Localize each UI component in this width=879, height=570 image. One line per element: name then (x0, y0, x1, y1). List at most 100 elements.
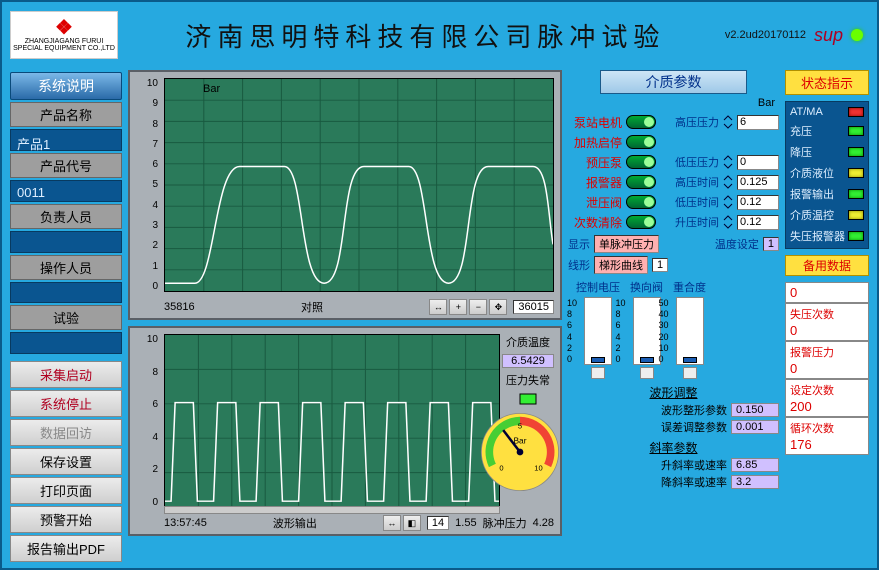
toggle-value[interactable]: 0.125 (737, 175, 779, 190)
chart-top-xlabel: 对照 (201, 299, 424, 315)
zoom-h-button[interactable]: ↔ (429, 299, 447, 315)
person-value[interactable] (10, 231, 122, 253)
save-settings-button[interactable]: 保存设置 (10, 448, 122, 475)
warn-start-button[interactable]: 预警开始 (10, 506, 122, 533)
toggle-row: 泵站电机 高压压力 6 (568, 112, 779, 132)
chart-bot-btn1[interactable]: ↔ (383, 515, 401, 531)
svg-text:5: 5 (518, 421, 522, 430)
slider-title: 控制电压 (576, 279, 620, 295)
backup-row: 报警压力0 (785, 341, 869, 379)
zoom-in-button[interactable]: + (449, 299, 467, 315)
display-row: 显示 单脉冲压力 温度设定 1 (568, 235, 779, 253)
test-value[interactable] (10, 332, 122, 354)
slope-title: 斜率参数 (568, 439, 779, 456)
status-led (848, 210, 864, 220)
display-value[interactable]: 单脉冲压力 (594, 235, 659, 253)
backup-row: 0 (785, 282, 869, 303)
press-err-led (502, 392, 554, 406)
toggle-name: 预压泵 (568, 154, 622, 171)
backup-value: 200 (790, 399, 864, 414)
test-label: 试验 (10, 305, 122, 330)
wave-adjust-panel: 波形调整 波形整形参数0.150 误差调整参数0.001 (568, 384, 779, 436)
status-label: 充压 (790, 123, 812, 139)
app-root: ❖ ZHANGJIAGANG FURUI SPECIAL EQUIPMENT C… (0, 0, 879, 570)
slider-thumb[interactable] (591, 357, 605, 363)
toggle-value[interactable]: 0 (737, 155, 779, 170)
wa-v2[interactable]: 0.001 (731, 420, 779, 434)
spinner-icon[interactable] (723, 155, 733, 169)
status-box: AT/MA充压降压介质液位报警输出介质温控失压报警器 (785, 101, 869, 249)
toggle-switch[interactable] (626, 135, 656, 149)
prod-name-label: 产品名称 (10, 102, 122, 127)
toggle-switch[interactable] (626, 175, 656, 189)
status-row: 介质液位 (790, 165, 864, 181)
slider-thumb[interactable] (640, 357, 654, 363)
status-led (848, 147, 864, 157)
slider-scale[interactable]: 1086420 (584, 297, 612, 365)
tempset-label: 温度设定 (715, 236, 759, 252)
slider-ticks: 1086420 (567, 298, 577, 364)
chart-bot-plot[interactable] (164, 334, 500, 508)
slope-k1: 升斜率或速率 (568, 457, 727, 473)
chart-top-plot[interactable]: Bar (164, 78, 554, 292)
chart-bot-scroll-max: 1.55 (455, 517, 476, 529)
backup-value: 176 (790, 437, 864, 452)
wa-v1[interactable]: 0.150 (731, 403, 779, 417)
slider-scale[interactable]: 1086420 (633, 297, 661, 365)
slider: 重合度 50403020100 (673, 279, 706, 379)
chart-bot-svg (165, 335, 499, 507)
toggle-value[interactable]: 0.12 (737, 195, 779, 210)
backup-box: 0失压次数0报警压力0设定次数200循环次数176 (785, 282, 869, 455)
system-stop-button[interactable]: 系统停止 (10, 390, 122, 417)
chart-top-xleft: 35816 (164, 301, 195, 313)
slider-ticks: 1086420 (616, 298, 626, 364)
spinner-icon[interactable] (723, 215, 733, 229)
report-pdf-button[interactable]: 报告输出PDF (10, 535, 122, 562)
slope-v1[interactable]: 6.85 (731, 458, 779, 472)
chart-top-unit: Bar (203, 83, 220, 95)
toggle-switch[interactable] (626, 115, 656, 129)
sys-desc-header[interactable]: 系统说明 (10, 72, 122, 100)
toggle-name: 次数清除 (568, 214, 622, 231)
toggle-value[interactable]: 6 (737, 115, 779, 130)
toggle-field: 低压压力 (675, 154, 719, 170)
wave-value[interactable]: 梯形曲线 (594, 256, 648, 274)
toggle-switch[interactable] (626, 215, 656, 229)
pan-button[interactable]: ✥ (489, 299, 507, 315)
person-label: 负责人员 (10, 204, 122, 229)
data-replay-button[interactable]: 数据回访 (10, 419, 122, 446)
collect-start-button[interactable]: 采集启动 (10, 361, 122, 388)
slope-v2[interactable]: 3.2 (731, 475, 779, 489)
version-label: v2.2ud20170112 (725, 29, 806, 41)
tempset-value[interactable]: 1 (763, 237, 779, 251)
center-charts: 109876543210 Bar 35816 对照 (128, 70, 562, 564)
app-title: 济南思明特科技有限公司脉冲试验 (126, 17, 725, 54)
prod-code-value[interactable]: 0011 (10, 180, 122, 202)
wave-n[interactable]: 1 (652, 258, 668, 272)
toggle-switch[interactable] (626, 155, 656, 169)
toggle-name: 泵站电机 (568, 114, 622, 131)
zoom-out-button[interactable]: − (469, 299, 487, 315)
slider-thumb[interactable] (683, 357, 697, 363)
pulse-value: 4.28 (533, 517, 554, 529)
pulse-label: 脉冲压力 (483, 515, 527, 531)
print-page-button[interactable]: 打印页面 (10, 477, 122, 504)
prod-name-value[interactable]: 产品1 (10, 129, 122, 151)
chart-bot-scrollbar[interactable] (164, 506, 500, 514)
toggle-value[interactable]: 0.12 (737, 215, 779, 230)
spinner-icon[interactable] (723, 175, 733, 189)
spinner-icon[interactable] (723, 115, 733, 129)
logo-line1: ZHANGJIAGANG FURUI (25, 38, 104, 45)
chart-bot-toolbar: ↔ ◧ (383, 515, 421, 531)
chart-top-xright: 36015 (513, 300, 554, 314)
spinner-icon[interactable] (723, 195, 733, 209)
backup-row: 循环次数176 (785, 417, 869, 455)
status-led (848, 231, 864, 241)
chart-bot-xlabel: 波形输出 (213, 515, 377, 531)
slider-scale[interactable]: 50403020100 (676, 297, 704, 365)
press-err-label: 压力失常 (506, 372, 550, 388)
chart-bot-btn2[interactable]: ◧ (403, 515, 421, 531)
operator-value[interactable] (10, 282, 122, 304)
chart-bot-yticks: 1086420 (130, 334, 162, 508)
toggle-switch[interactable] (626, 195, 656, 209)
